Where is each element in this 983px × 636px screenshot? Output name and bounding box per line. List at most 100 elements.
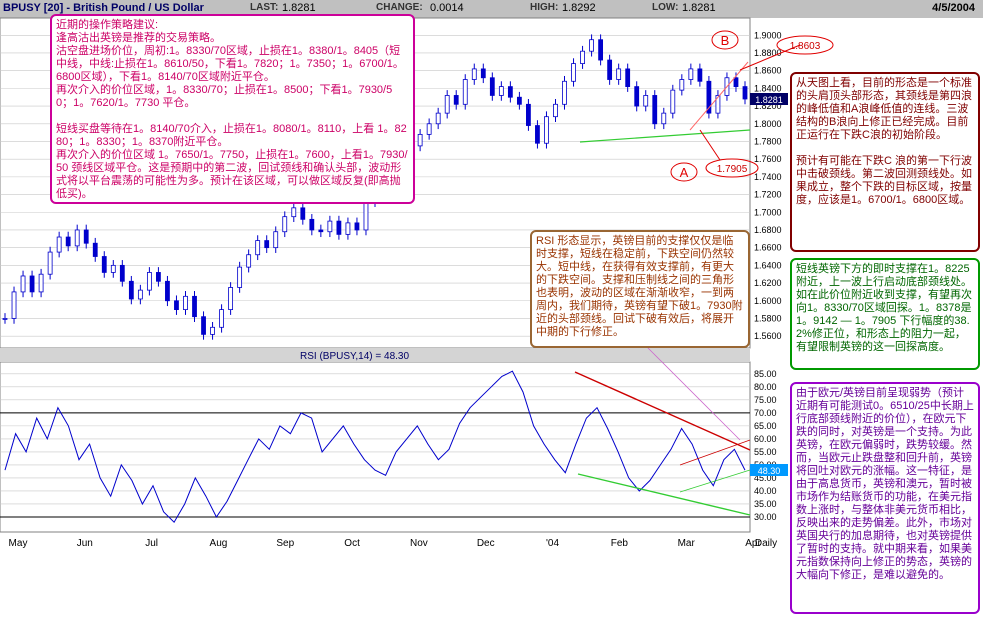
neckline <box>579 129 751 143</box>
price-tick-label: 1.8600 <box>754 66 782 76</box>
rsi-line <box>4 370 746 524</box>
price-candle-body <box>192 295 197 318</box>
price-candle-body <box>688 68 694 80</box>
change-label: CHANGE: <box>376 2 423 13</box>
price-candle-body <box>607 59 613 80</box>
last-price-label: 1.8281 <box>755 95 783 105</box>
price-tick-label: 1.7400 <box>754 172 782 182</box>
low-value: 1.8281 <box>682 2 716 14</box>
price-tick-label: 1.6800 <box>754 225 782 235</box>
rsi-last-marker <box>750 464 788 476</box>
price-candle-body <box>535 125 540 144</box>
price-tick-label: 1.7200 <box>754 190 782 200</box>
rsi-title: RSI (BPUSY,14) = 48.30 <box>300 351 409 362</box>
price-candle-body <box>156 272 161 282</box>
price-tick-label: 1.6200 <box>754 278 782 288</box>
b-value-leader <box>739 44 801 71</box>
price-candle-body <box>336 220 342 235</box>
price-candle-body <box>300 207 306 220</box>
price-candle-body <box>165 280 170 302</box>
price-candle-body <box>589 39 594 52</box>
rsi-title-bar <box>0 348 750 362</box>
rsi-resistance-line <box>574 371 751 451</box>
price-candle-body <box>309 218 315 231</box>
x-tick-label: Nov <box>410 538 428 549</box>
price-candle-body <box>74 229 80 247</box>
change-value: 0.0014 <box>430 2 464 14</box>
last-value: 1.8281 <box>282 2 316 14</box>
x-tick-label: Feb <box>611 538 629 549</box>
price-candle-body <box>210 326 215 335</box>
price-candle-body <box>507 86 513 98</box>
price-candle-body <box>146 272 152 291</box>
rsi-analysis-note: RSI 形态显示，英镑目前的支撑仅仅是临时支撑，短线在稳定前，下跌空间仍然较大。… <box>530 230 750 348</box>
price-candle-body <box>706 80 712 114</box>
wave-b-value-marker <box>776 35 834 55</box>
price-candle-body <box>661 112 667 125</box>
price-candle-body <box>516 96 522 105</box>
x-tick-label: Mar <box>678 538 696 549</box>
rsi-tick-label: 45.00 <box>754 473 777 483</box>
price-candle-body <box>237 266 243 288</box>
price-candle-body <box>345 222 351 235</box>
price-candle-body <box>137 289 143 300</box>
price-tick-label: 1.5800 <box>754 313 782 323</box>
wave-line-a-b <box>689 61 749 131</box>
price-tick-label: 1.7800 <box>754 136 782 146</box>
price-candle-body <box>183 295 188 311</box>
x-tick-label: Jul <box>145 538 158 549</box>
price-tick-label: 1.8200 <box>754 101 782 111</box>
wave-a-value: 1.7905 <box>717 164 748 175</box>
price-candle-body <box>128 280 134 300</box>
price-candle-body <box>264 240 270 249</box>
price-candle-body <box>318 229 324 233</box>
rsi-tick-label: 60.00 <box>754 434 777 444</box>
rsi-tick-label: 65.00 <box>754 421 777 431</box>
price-candle-body <box>444 95 450 114</box>
rsi-support-line <box>577 473 751 516</box>
last-price-marker <box>750 93 788 105</box>
rsi-tick-label: 85.00 <box>754 369 777 379</box>
price-candle-body <box>20 275 26 293</box>
price-candle-body <box>29 275 35 293</box>
rsi-triangle-bottom <box>679 469 751 493</box>
price-candle-body <box>625 68 631 87</box>
price-tick-label: 1.8000 <box>754 119 782 129</box>
price-candle-body <box>634 86 640 107</box>
price-candle-body <box>544 116 549 144</box>
price-candle-body <box>11 291 17 319</box>
price-candle-body <box>670 89 676 114</box>
rsi-tick-label: 55.00 <box>754 447 777 457</box>
low-label: LOW: <box>652 2 679 13</box>
price-tick-label: 1.7000 <box>754 207 782 217</box>
rsi-tick-label: 75.00 <box>754 395 777 405</box>
chart-title: BPUSY [20] - British Pound / US Dollar <box>3 2 204 14</box>
rsi-last-label: 48.30 <box>758 466 781 476</box>
rsi-tick-label: 40.00 <box>754 486 777 496</box>
x-tick-label: Jun <box>77 538 93 549</box>
chart-header: BPUSY [20] - British Pound / US Dollar L… <box>0 0 983 18</box>
price-candle-body <box>119 264 125 282</box>
x-tick-label: Sep <box>276 538 294 549</box>
price-candle-body <box>598 39 604 61</box>
macro-note: 由于欧元/英镑目前呈现弱势（预计近期有可能测试0。6510/25中长期上行底部颈… <box>790 382 980 614</box>
x-tick-label: Daily <box>755 538 777 549</box>
price-candle-body <box>273 231 279 249</box>
price-candle-body <box>174 300 179 311</box>
price-candle-body <box>417 133 423 147</box>
price-candle-body <box>47 251 53 275</box>
price-tick-label: 1.8800 <box>754 48 782 58</box>
price-candle-body <box>110 264 116 273</box>
x-tick-label: Oct <box>344 538 360 549</box>
rsi-tick-label: 30.00 <box>754 512 777 522</box>
rsi-panel <box>0 361 751 533</box>
rsi-tick-label: 80.00 <box>754 382 777 392</box>
price-candle-body <box>733 77 739 88</box>
price-tick-label: 1.5600 <box>754 331 782 341</box>
rsi-note-leader <box>639 339 741 441</box>
wave-a-marker <box>670 162 698 182</box>
support-note: 短线英镑下方的即时支撑在1。8225附近，上一波上行启动底部颈线处。如在此价位附… <box>790 258 980 370</box>
price-candle-body <box>56 236 62 253</box>
price-candle-body <box>426 123 432 135</box>
price-candle-body <box>643 95 649 107</box>
